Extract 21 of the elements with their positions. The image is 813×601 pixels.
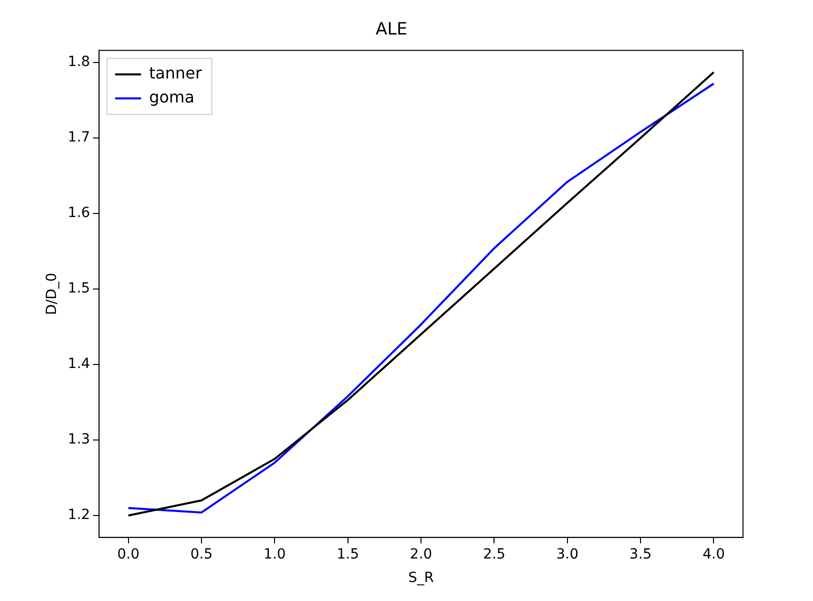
x-tick-label: 2.0 [410,546,432,562]
legend-label: goma [149,88,194,107]
chart-title: ALE [376,20,408,40]
legend-label: tanner [149,64,202,83]
y-tick-label: 1.2 [68,507,90,524]
x-tick-label: 3.5 [629,546,652,562]
y-tick-label: 1.4 [68,356,90,372]
x-tick-label: 1.0 [264,546,286,562]
y-tick-label: 1.8 [68,54,90,70]
x-tick-label: 1.5 [336,546,359,562]
x-tick-label: 0.0 [117,546,140,562]
y-tick-label: 1.5 [68,280,90,297]
x-tick-label: 0.5 [190,546,213,562]
x-tick-label: 3.0 [556,546,579,562]
y-tick-label: 1.6 [68,205,90,222]
x-axis-title: S_R [408,570,434,586]
x-tick-label: 2.5 [483,546,506,562]
y-tick-label: 1.3 [68,432,90,448]
x-tick-label: 4.0 [702,546,725,562]
y-tick-label: 1.7 [68,130,90,146]
y-axis-title: D/D_0 [44,272,60,315]
